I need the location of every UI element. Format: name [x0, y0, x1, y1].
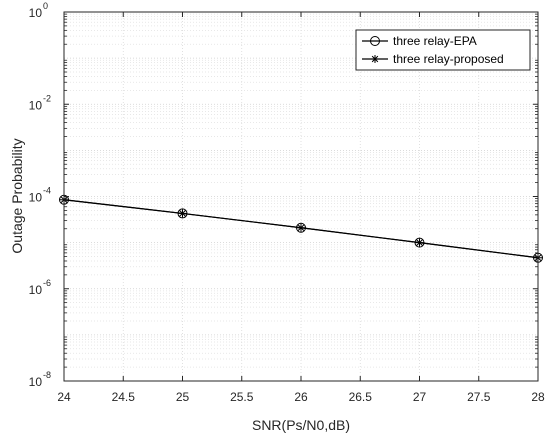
- data-point-star: [371, 55, 379, 63]
- x-tick-label: 27: [413, 390, 427, 404]
- x-tick-label: 28: [531, 390, 545, 404]
- legend-box: [355, 29, 531, 71]
- x-tick-label: 24: [57, 390, 71, 404]
- data-point-star: [415, 238, 424, 247]
- y-tick-label: 10: [29, 283, 43, 297]
- legend: three relay-EPA three relay-proposed: [355, 29, 531, 71]
- legend-label: three relay-proposed: [393, 52, 504, 66]
- x-tick-label: 24.5: [112, 390, 136, 404]
- legend-item: three relay-EPA: [362, 34, 477, 48]
- x-tick-label: 27.5: [467, 390, 491, 404]
- legend-label: three relay-EPA: [393, 34, 477, 48]
- x-tick-label: 26.5: [349, 390, 373, 404]
- x-axis-label: SNR(Ps/N0,dB): [252, 417, 350, 433]
- star-stroke: [416, 239, 423, 246]
- data-point-circle: [370, 36, 380, 46]
- y-tick-exponent: -2: [43, 93, 51, 103]
- y-axis-label: Outage Probability: [9, 138, 25, 253]
- star-stroke: [371, 55, 379, 63]
- y-tick-label: 10: [29, 191, 43, 205]
- y-tick-label: 10: [29, 98, 43, 112]
- data-point-star: [178, 209, 187, 218]
- y-tick-label: 10: [29, 375, 43, 389]
- star-stroke: [179, 210, 186, 217]
- x-tick-label: 25: [176, 390, 190, 404]
- star-stroke: [297, 224, 305, 231]
- x-tick-label: 26: [294, 390, 308, 404]
- grid: [63, 12, 539, 382]
- ticks: 24 24.5 25 25.5 26 26.5 27 27.5 2810-810-610-410…: [29, 1, 545, 404]
- y-tick-exponent: 0: [43, 1, 48, 11]
- y-tick-exponent: -8: [43, 370, 51, 380]
- data-point-star: [297, 223, 305, 232]
- legend-item: three relay-proposed: [362, 52, 504, 66]
- x-tick-label: 25.5: [230, 390, 254, 404]
- y-tick-exponent: -6: [43, 278, 51, 288]
- y-tick-label: 10: [29, 6, 43, 20]
- y-tick-exponent: -4: [43, 186, 51, 196]
